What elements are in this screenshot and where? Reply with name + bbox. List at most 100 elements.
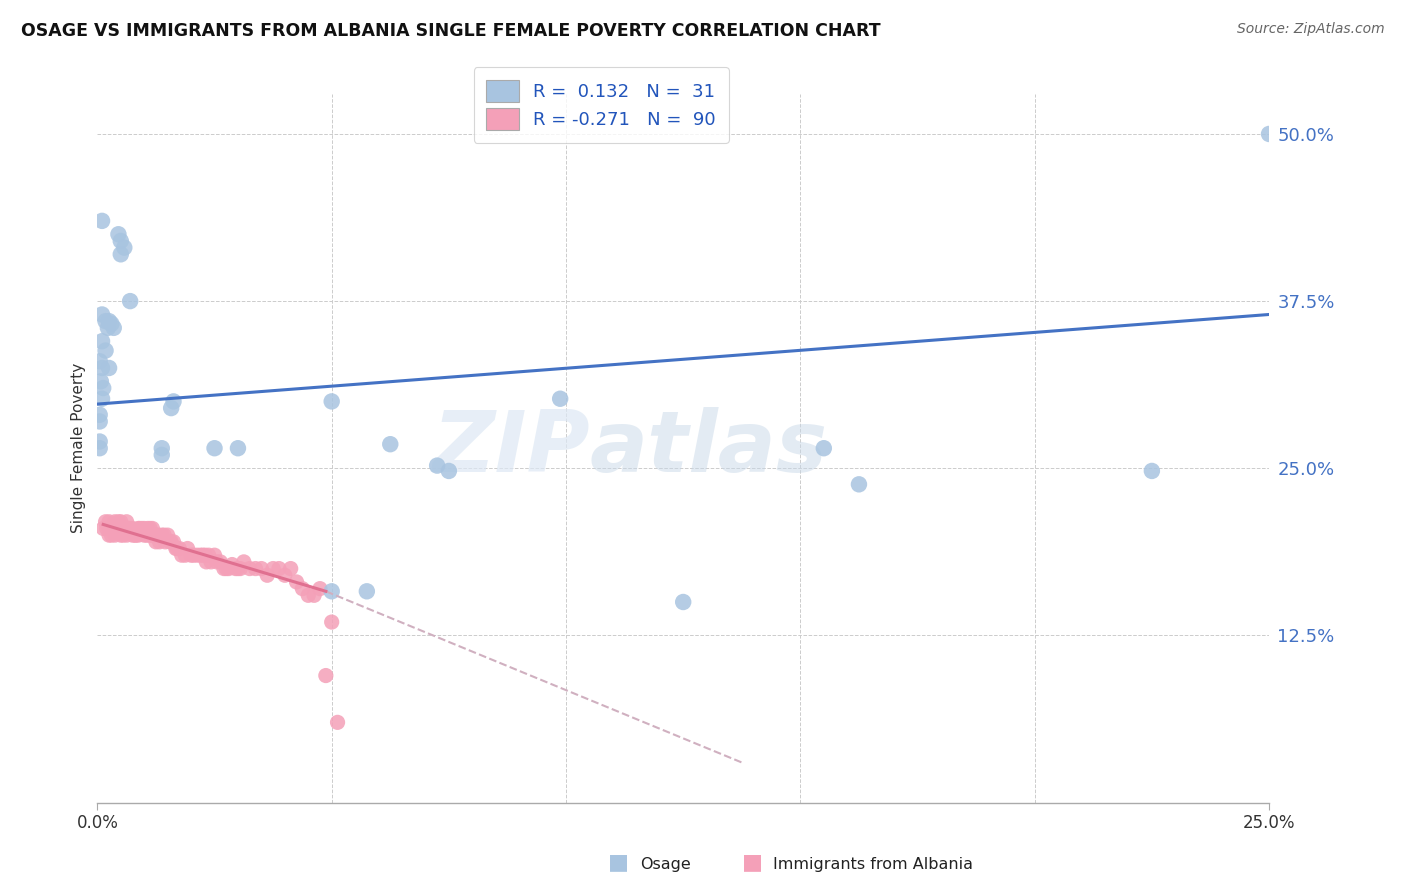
Point bbox=[159, 534, 181, 549]
Point bbox=[356, 584, 378, 599]
Point bbox=[302, 588, 325, 602]
Point bbox=[104, 521, 127, 535]
Point bbox=[98, 515, 121, 529]
Point bbox=[162, 394, 184, 409]
Point bbox=[107, 227, 129, 242]
Point bbox=[145, 528, 167, 542]
Point bbox=[142, 528, 165, 542]
Point bbox=[169, 541, 191, 556]
Point bbox=[115, 515, 138, 529]
Point bbox=[239, 561, 262, 575]
Point bbox=[94, 515, 117, 529]
Point bbox=[136, 521, 159, 535]
Point bbox=[101, 521, 124, 535]
Point bbox=[135, 528, 157, 542]
Point bbox=[226, 561, 249, 575]
Point bbox=[150, 441, 173, 455]
Point bbox=[134, 521, 156, 535]
Point bbox=[209, 555, 232, 569]
Point bbox=[226, 441, 249, 455]
Text: Osage: Osage bbox=[640, 857, 690, 872]
Point bbox=[91, 361, 114, 376]
Point bbox=[89, 354, 111, 368]
Point bbox=[297, 588, 319, 602]
Point bbox=[221, 558, 243, 572]
Point bbox=[218, 561, 240, 575]
Point bbox=[153, 528, 176, 542]
Point bbox=[91, 334, 114, 349]
Point bbox=[848, 477, 870, 491]
Point bbox=[105, 521, 128, 535]
Point bbox=[100, 317, 122, 331]
Text: Immigrants from Albania: Immigrants from Albania bbox=[773, 857, 973, 872]
Point bbox=[148, 534, 170, 549]
Point bbox=[672, 595, 695, 609]
Point bbox=[90, 375, 112, 389]
Legend: R =  0.132   N =  31, R = -0.271   N =  90: R = 0.132 N = 31, R = -0.271 N = 90 bbox=[474, 68, 728, 143]
Point bbox=[110, 528, 132, 542]
Point bbox=[194, 548, 217, 562]
Point bbox=[285, 574, 308, 589]
Point bbox=[195, 555, 218, 569]
Point bbox=[212, 561, 235, 575]
Point bbox=[128, 521, 150, 535]
Point bbox=[110, 515, 132, 529]
Point bbox=[180, 548, 202, 562]
Point bbox=[110, 247, 132, 261]
Point bbox=[170, 548, 193, 562]
Point bbox=[204, 441, 226, 455]
Point bbox=[89, 434, 111, 449]
Point bbox=[548, 392, 571, 406]
Point bbox=[100, 521, 122, 535]
Point bbox=[256, 568, 278, 582]
Point bbox=[112, 528, 135, 542]
Point bbox=[150, 528, 173, 542]
Point bbox=[165, 541, 187, 556]
Point bbox=[110, 521, 132, 535]
Point bbox=[98, 528, 121, 542]
Point bbox=[186, 548, 208, 562]
Point bbox=[200, 555, 222, 569]
Point bbox=[121, 521, 143, 535]
Point bbox=[150, 448, 173, 462]
Point bbox=[104, 528, 127, 542]
Point bbox=[166, 541, 188, 556]
Point bbox=[118, 521, 141, 535]
Point bbox=[97, 321, 120, 335]
Text: ■: ■ bbox=[609, 853, 628, 872]
Point bbox=[197, 548, 219, 562]
Point bbox=[131, 521, 153, 535]
Point bbox=[107, 515, 129, 529]
Point bbox=[124, 528, 146, 542]
Point bbox=[125, 528, 148, 542]
Point bbox=[103, 321, 125, 335]
Point bbox=[127, 521, 149, 535]
Text: atlas: atlas bbox=[589, 407, 828, 490]
Point bbox=[229, 561, 252, 575]
Point bbox=[127, 528, 149, 542]
Point bbox=[120, 521, 142, 535]
Point bbox=[1140, 464, 1163, 478]
Point bbox=[141, 521, 163, 535]
Point bbox=[176, 541, 198, 556]
Point bbox=[98, 521, 121, 535]
Point bbox=[160, 401, 183, 416]
Point bbox=[98, 361, 121, 376]
Point bbox=[315, 668, 337, 682]
Point bbox=[138, 528, 160, 542]
Point bbox=[191, 548, 214, 562]
Point bbox=[91, 521, 114, 535]
Point bbox=[183, 548, 205, 562]
Text: OSAGE VS IMMIGRANTS FROM ALBANIA SINGLE FEMALE POVERTY CORRELATION CHART: OSAGE VS IMMIGRANTS FROM ALBANIA SINGLE … bbox=[21, 22, 880, 40]
Point bbox=[174, 548, 197, 562]
Point bbox=[94, 314, 117, 328]
Point bbox=[148, 528, 170, 542]
Point bbox=[309, 582, 332, 596]
Point bbox=[160, 534, 183, 549]
Point bbox=[121, 528, 143, 542]
Point bbox=[134, 528, 156, 542]
Point bbox=[250, 561, 273, 575]
Point bbox=[115, 521, 138, 535]
Point bbox=[215, 561, 238, 575]
Point bbox=[321, 394, 343, 409]
